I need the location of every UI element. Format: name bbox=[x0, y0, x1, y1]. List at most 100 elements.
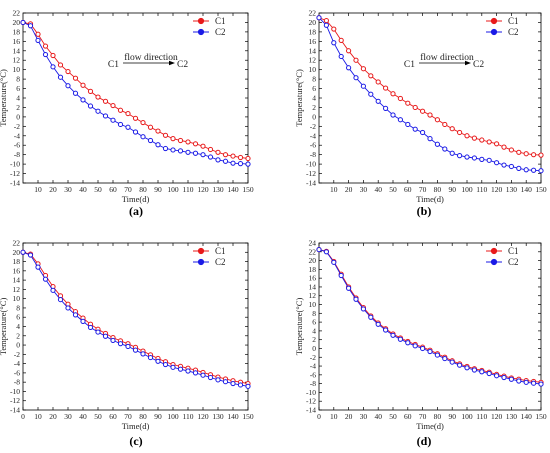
x-tick-label: 40 bbox=[79, 185, 87, 194]
x-tick-label: 100 bbox=[167, 185, 179, 194]
data-point-C2 bbox=[27, 23, 34, 29]
x-tick-label: 80 bbox=[139, 412, 147, 421]
data-point-C1 bbox=[397, 95, 403, 102]
data-point-C2 bbox=[316, 15, 322, 21]
data-point-C2 bbox=[360, 306, 366, 312]
data-point-C2 bbox=[434, 141, 440, 147]
y-tick-label: -4 bbox=[310, 131, 316, 140]
y-tick-label: 10 bbox=[309, 300, 317, 309]
panel-caption: (d) bbox=[417, 434, 432, 448]
data-point-C2 bbox=[57, 74, 64, 80]
data-point-C1 bbox=[516, 149, 522, 155]
x-tick-label: 150 bbox=[242, 185, 254, 194]
data-point-C2 bbox=[412, 343, 418, 349]
data-point-C2 bbox=[353, 296, 359, 302]
data-point-C2 bbox=[95, 108, 101, 114]
data-point-C2 bbox=[368, 314, 374, 320]
flow-from-label: C1 bbox=[108, 60, 119, 70]
x-tick-label: 150 bbox=[535, 185, 547, 194]
x-tick-label: 40 bbox=[79, 412, 87, 421]
data-point-C2 bbox=[80, 318, 86, 324]
x-tick-label: 90 bbox=[448, 185, 456, 194]
data-point-C2 bbox=[185, 368, 191, 374]
x-axis-label: Time(d) bbox=[416, 421, 444, 431]
x-tick-label: 110 bbox=[183, 412, 194, 421]
data-point-C2 bbox=[170, 364, 176, 370]
data-point-C1 bbox=[192, 141, 199, 147]
data-point-C2 bbox=[494, 160, 500, 166]
data-point-C2 bbox=[95, 329, 101, 335]
y-tick-label: 0 bbox=[312, 112, 316, 121]
data-point-C1 bbox=[501, 144, 507, 150]
legend-label: C2 bbox=[215, 27, 226, 37]
y-tick-label: 14 bbox=[309, 46, 317, 55]
y-tick-label: -2 bbox=[14, 350, 20, 359]
data-point-C2 bbox=[222, 158, 229, 164]
data-point-C2 bbox=[449, 150, 455, 156]
x-tick-label: 60 bbox=[109, 185, 117, 194]
y-tick-label: 18 bbox=[309, 27, 317, 36]
data-point-C1 bbox=[177, 137, 184, 144]
data-point-C2 bbox=[65, 83, 71, 89]
y-tick-label: -2 bbox=[310, 353, 316, 362]
x-tick-label: 120 bbox=[197, 185, 209, 194]
data-point-C1 bbox=[132, 115, 139, 121]
data-point-C2 bbox=[27, 252, 34, 258]
legend-label: C2 bbox=[508, 257, 519, 267]
x-tick-label: 90 bbox=[154, 185, 162, 194]
legend-label: C2 bbox=[215, 257, 226, 267]
data-point-C2 bbox=[215, 157, 221, 163]
y-tick-label: 4 bbox=[312, 326, 316, 335]
data-point-C1 bbox=[383, 85, 389, 91]
y-tick-label: 2 bbox=[16, 331, 20, 340]
y-tick-label: 20 bbox=[309, 256, 317, 265]
x-tick-label: 20 bbox=[345, 412, 353, 421]
y-tick-label: 24 bbox=[309, 239, 317, 248]
data-point-C2 bbox=[102, 333, 109, 339]
data-point-C1 bbox=[207, 146, 214, 153]
flow-direction-label: flow direction bbox=[124, 52, 178, 63]
data-point-C2 bbox=[323, 249, 329, 255]
data-point-C1 bbox=[140, 119, 146, 126]
data-point-C2 bbox=[390, 112, 396, 118]
data-point-C1 bbox=[42, 43, 49, 49]
y-tick-label: -6 bbox=[310, 141, 316, 150]
x-axis-label: Time(d) bbox=[122, 421, 150, 431]
data-point-C1 bbox=[538, 152, 544, 158]
data-point-C2 bbox=[531, 380, 537, 386]
flow-from-label: C1 bbox=[404, 60, 415, 70]
y-tick-label: 16 bbox=[13, 266, 21, 275]
legend-marker-C2 bbox=[197, 28, 205, 36]
data-point-C2 bbox=[117, 341, 124, 347]
data-point-C1 bbox=[508, 147, 514, 153]
data-point-C2 bbox=[397, 117, 403, 123]
data-point-C2 bbox=[125, 124, 131, 130]
data-point-C2 bbox=[170, 147, 176, 153]
data-point-C2 bbox=[72, 312, 79, 318]
data-point-C1 bbox=[237, 154, 244, 161]
data-point-C2 bbox=[420, 345, 426, 352]
data-point-C1 bbox=[523, 151, 529, 157]
data-point-C2 bbox=[162, 361, 169, 368]
data-point-C2 bbox=[405, 340, 411, 346]
data-point-C2 bbox=[42, 51, 49, 58]
y-tick-label: 10 bbox=[13, 294, 21, 303]
flow-to-label: C2 bbox=[177, 60, 188, 70]
legend-marker-C2 bbox=[197, 258, 205, 266]
y-tick-label: 18 bbox=[309, 265, 317, 274]
data-point-C2 bbox=[155, 142, 161, 148]
data-point-C1 bbox=[405, 100, 411, 106]
data-point-C2 bbox=[353, 75, 359, 81]
data-point-C1 bbox=[531, 152, 537, 158]
y-tick-label: -4 bbox=[310, 362, 316, 371]
x-tick-label: 70 bbox=[124, 412, 132, 421]
data-point-C2 bbox=[316, 246, 322, 253]
data-point-C1 bbox=[375, 79, 381, 85]
data-point-C2 bbox=[147, 354, 154, 361]
y-tick-label: 10 bbox=[309, 65, 317, 74]
y-tick-label: 8 bbox=[16, 303, 20, 312]
data-point-C2 bbox=[383, 105, 389, 111]
data-point-C2 bbox=[479, 156, 485, 162]
legend-label: C2 bbox=[508, 27, 519, 37]
